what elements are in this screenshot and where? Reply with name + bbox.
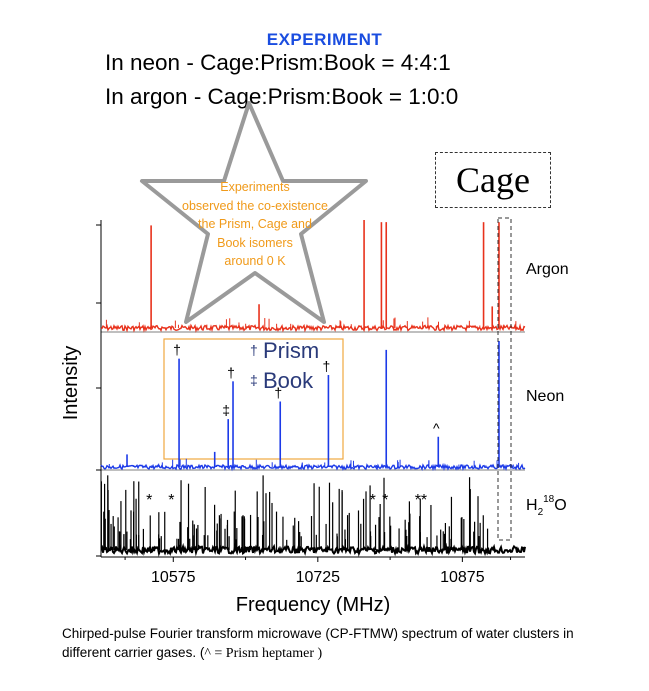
figure-caption: Chirped-pulse Fourier transform microwav… (62, 624, 602, 663)
argon-ratio-text: In argon - Cage:Prism:Book = 1:0:0 (105, 84, 459, 109)
neon-trace (100, 341, 526, 472)
argon-trace (100, 220, 526, 333)
h2o18-star-mark: ** (415, 492, 427, 509)
neon-label: Neon (526, 388, 564, 405)
book-label: Book (263, 368, 314, 393)
h2o18-star-mark: * (146, 492, 152, 509)
h2o18-trace (100, 475, 526, 557)
star-line: observed the co-existence (182, 198, 328, 213)
h2o18-star-mark: * (168, 492, 174, 509)
neon-ratio-text: In neon - Cage:Prism:Book = 4:4:1 (105, 50, 451, 75)
cage-label-box: Cage (435, 152, 551, 208)
neon-peak-mark: † (274, 384, 282, 400)
prism-mark: † (250, 342, 258, 358)
star-callout-text: Experiments observed the co-existence th… (170, 178, 340, 271)
prism-book-box (163, 338, 344, 460)
star-line: Book isomers (217, 235, 293, 250)
x-tick-label: 10575 (151, 569, 196, 586)
star-line: the Prism, Cage and (198, 217, 312, 231)
neon-baseline (100, 462, 526, 472)
h2o18-star-mark: * (382, 492, 388, 509)
experiment-label: EXPERIMENT (266, 30, 383, 49)
h2o18-label: H218O (526, 494, 567, 518)
argon-label: Argon (526, 261, 569, 278)
neon-peak-mark: † (173, 342, 181, 358)
y-axis-label: Intensity (60, 346, 82, 420)
h2o18-baseline (100, 542, 526, 557)
book-mark: ‡ (250, 372, 258, 388)
caption-note: ^ = Prism heptamer ) (204, 646, 323, 661)
neon-peak-mark: ^ (433, 420, 440, 436)
x-ticks: 10575 10725 10875 (124, 557, 512, 586)
star-line: Experiments (220, 180, 290, 194)
x-tick-label: 10725 (296, 569, 341, 586)
star-callout-shape (140, 101, 368, 324)
x-tick-label: 10875 (440, 569, 485, 586)
argon-baseline (100, 323, 526, 333)
caption-main: Chirped-pulse Fourier transform microwav… (62, 626, 574, 660)
neon-peak-mark: † (227, 364, 235, 380)
x-axis-label: Frequency (MHz) (236, 594, 390, 616)
neon-peak-mark: † (323, 358, 331, 374)
cage-region-dashed (497, 217, 512, 541)
neon-peak-mark: ‡ (222, 402, 230, 418)
h2o18-star-mark: * (370, 492, 376, 509)
peak-marks: * * * * **†‡†††^ (146, 342, 440, 509)
star-line: around 0 K (224, 254, 286, 268)
prism-label: Prism (263, 338, 319, 363)
